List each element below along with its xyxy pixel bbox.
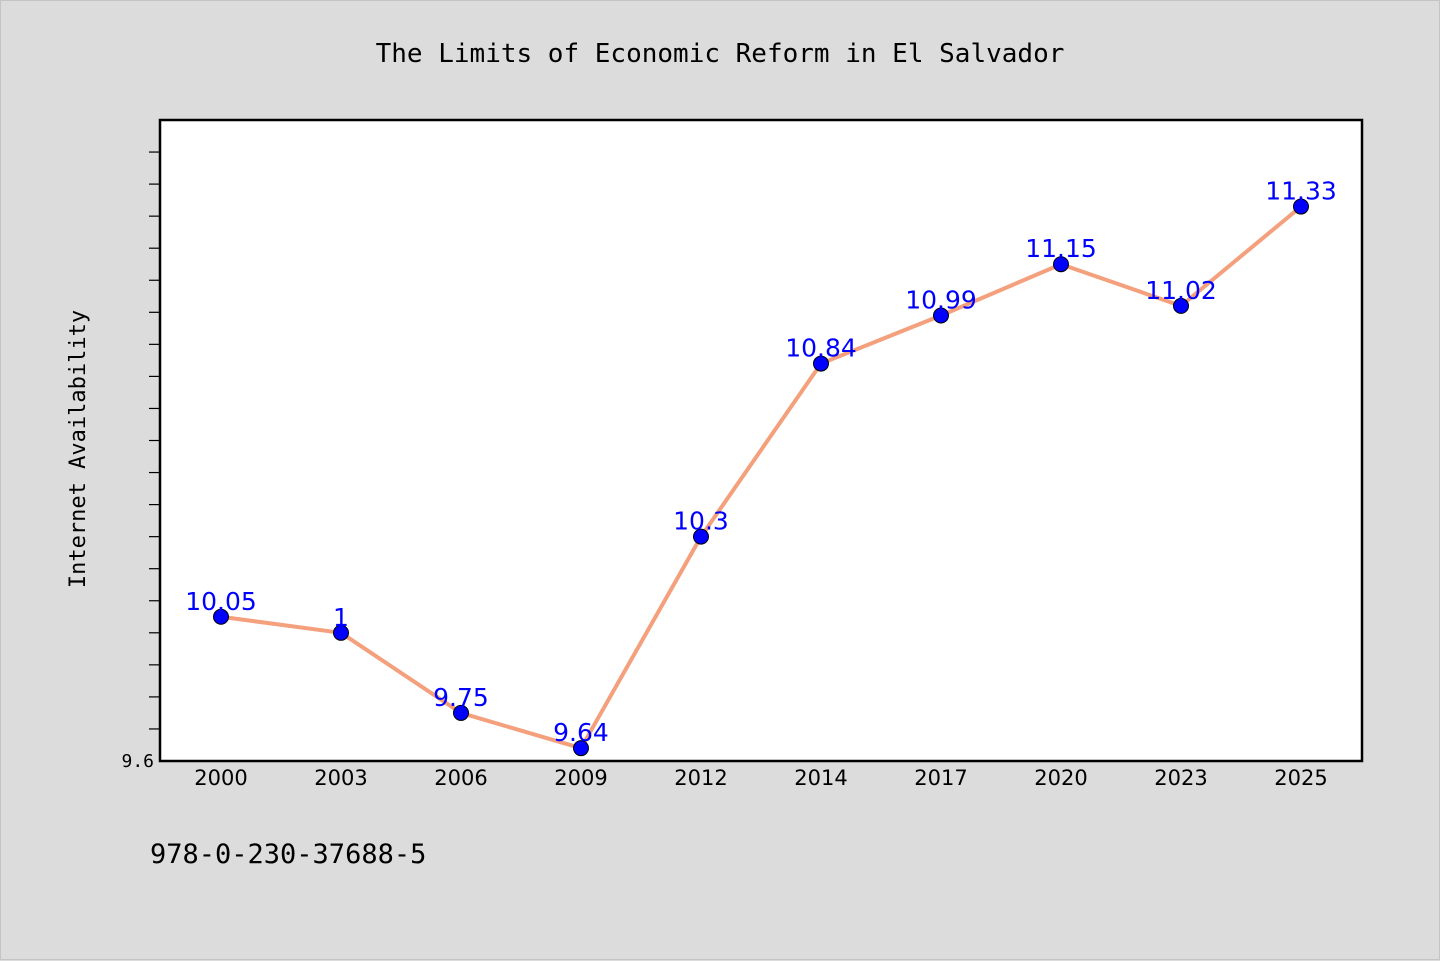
series-lines: [219, 204, 1303, 751]
data-label: 10.3: [673, 507, 729, 536]
series-markers: [213, 198, 1309, 757]
data-point: [573, 740, 589, 757]
data-label: 11.02: [1145, 276, 1217, 305]
y-axis-tick-labels: 9.6: [121, 751, 154, 772]
data-point: [1293, 198, 1309, 215]
data-label: 9.75: [433, 683, 489, 712]
series-data-labels: 10.05 1 9.75 9.64 10.3 10.84 10.99 11.15 11.02 11…: [185, 177, 1337, 748]
x-tick-label: 2014: [794, 766, 847, 790]
data-label: 11.15: [1025, 234, 1097, 263]
data-point: [1053, 256, 1069, 273]
data-point: [213, 608, 229, 625]
x-tick-label: 2003: [314, 766, 367, 790]
x-tick-label: 2012: [674, 766, 727, 790]
plot-area: [158, 118, 1364, 763]
data-point: [1173, 297, 1189, 314]
y-axis-label: Internet Availability: [66, 310, 91, 588]
x-tick-label: 2006: [434, 766, 487, 790]
x-tick-label: 2023: [1154, 766, 1207, 790]
data-label: 1: [333, 603, 349, 632]
data-point: [693, 528, 709, 545]
footer-isbn: 978-0-230-37688-5: [150, 839, 426, 870]
x-tick-label: 2025: [1274, 766, 1327, 790]
data-point: [333, 624, 349, 641]
x-tick-label: 2000: [194, 766, 247, 790]
data-point: [933, 307, 949, 324]
data-label: 11.33: [1265, 177, 1337, 206]
data-label: 10.05: [185, 587, 257, 616]
data-label: 9.64: [553, 718, 609, 747]
data-point: [453, 704, 469, 721]
x-tick-label: 2009: [554, 766, 607, 790]
y-axis-ticks: [149, 151, 160, 730]
x-tick-label: 2017: [914, 766, 967, 790]
series-line: [219, 204, 1303, 751]
data-label: 10.99: [905, 286, 977, 315]
y-tick-label: 9.6: [121, 751, 154, 772]
data-point: [813, 355, 829, 372]
data-label: 10.84: [785, 334, 857, 363]
chart-title: The Limits of Economic Reform in El Salv…: [376, 39, 1065, 69]
x-tick-label: 2020: [1034, 766, 1087, 790]
x-axis-tick-labels: 2000 2003 2006 2009 2012 2014 2017 2020 2023 2025: [194, 766, 1327, 790]
